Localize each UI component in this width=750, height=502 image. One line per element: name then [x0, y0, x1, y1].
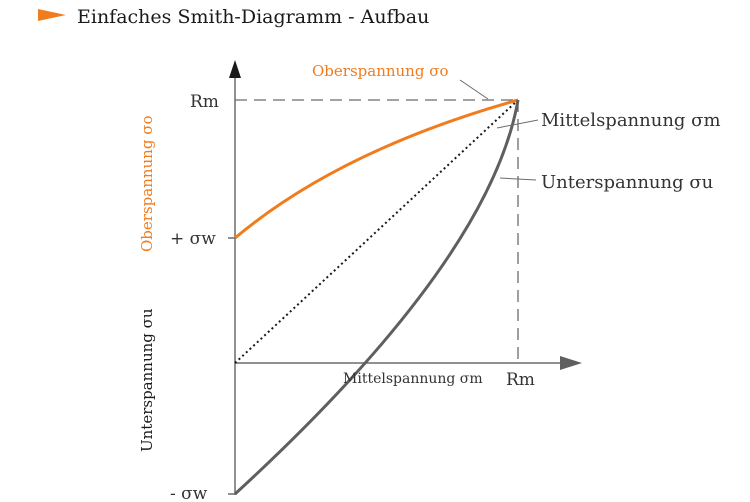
unterspannung-curve — [233, 99, 520, 496]
y-tick-label-rm: Rm — [190, 92, 219, 112]
mittelspannung-callout-leader — [496, 119, 539, 129]
y-axis-label-unterspannung: Unterspannung σu — [138, 308, 156, 452]
mittelspannung-dotted-line — [234, 99, 519, 364]
y-tick-label-minus-sigma-w: - σw — [170, 484, 208, 502]
orange-arrow-bullet-icon — [38, 9, 66, 21]
y-tick-label-plus-sigma-w: + σw — [170, 229, 216, 249]
x-axis-label-mittelspannung: Mittelspannung σm — [343, 371, 483, 387]
y-axis-label-oberspannung: Oberspannung σo — [138, 116, 156, 252]
unterspannung-callout-label: Unterspannung σu — [541, 172, 713, 193]
oberspannung-curve — [234, 98, 519, 240]
oberspannung-callout-leader — [459, 79, 489, 100]
mittelspannung-callout-label: Mittelspannung σm — [541, 110, 721, 131]
y-axis-arrow-icon — [229, 60, 241, 78]
x-tick-label-rm: Rm — [506, 370, 535, 390]
oberspannung-callout-label: Oberspannung σo — [312, 62, 448, 80]
x-axis-arrow-icon — [560, 356, 582, 370]
unterspannung-callout-leader — [499, 177, 537, 181]
page-title: Einfaches Smith-Diagramm - Aufbau — [77, 6, 429, 28]
